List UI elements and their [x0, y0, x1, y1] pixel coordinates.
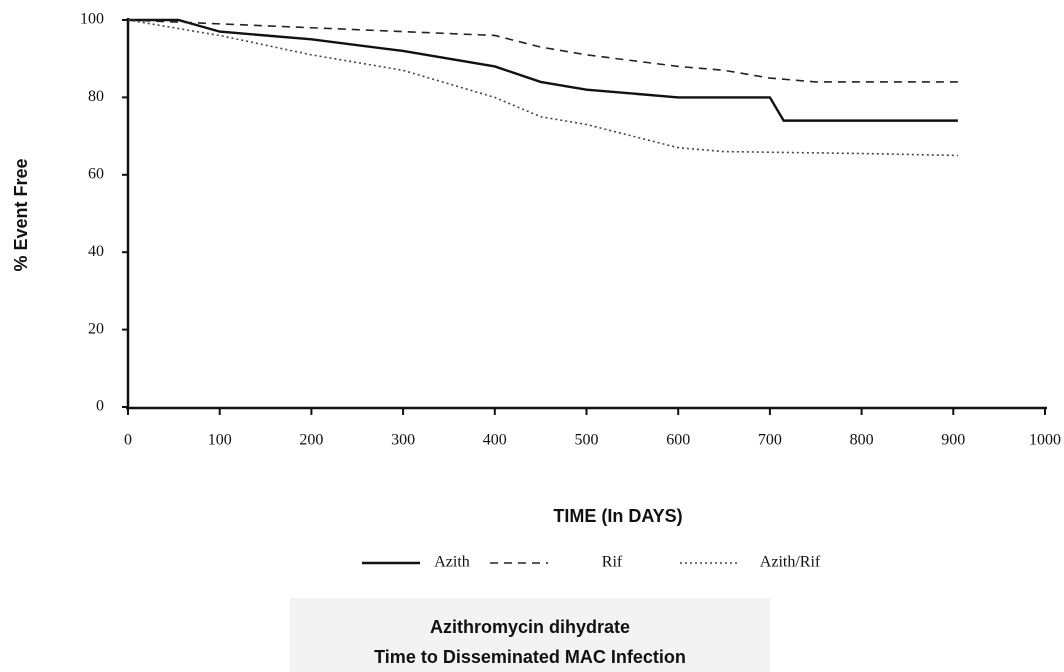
y-tick-label: 60	[88, 165, 104, 182]
x-axis-label: TIME (In DAYS)	[553, 506, 682, 526]
legend-label: Azith/Rif	[760, 554, 821, 571]
x-tick-label: 400	[483, 432, 507, 449]
y-tick-label: 100	[80, 11, 104, 28]
x-tick-label: 1000	[1029, 432, 1061, 449]
x-tick-label: 500	[575, 432, 599, 449]
x-tick-label: 200	[299, 432, 323, 449]
y-tick-label: 0	[96, 398, 104, 415]
x-tick-label: 0	[124, 432, 132, 449]
x-tick-label: 100	[208, 432, 232, 449]
legend-label: Azith	[434, 554, 470, 571]
series-line	[127, 19, 958, 157]
x-tick-label: 300	[391, 432, 415, 449]
x-tick-label: 900	[941, 432, 965, 449]
series-line	[127, 19, 958, 83]
x-tick-label: 800	[850, 432, 874, 449]
y-tick-label: 80	[88, 88, 104, 105]
legend-label: Rif	[602, 554, 623, 571]
y-axis-label: % Event Free	[11, 158, 31, 271]
title-box	[290, 598, 770, 672]
chart-subtitle: Time to Disseminated MAC Infection	[374, 647, 686, 667]
x-tick-label: 700	[758, 432, 782, 449]
y-tick-label: 20	[88, 320, 104, 337]
x-tick-label: 600	[666, 432, 690, 449]
chart-title: Azithromycin dihydrate	[430, 617, 630, 637]
series-line	[128, 18, 958, 122]
y-tick-label: 40	[88, 243, 104, 260]
